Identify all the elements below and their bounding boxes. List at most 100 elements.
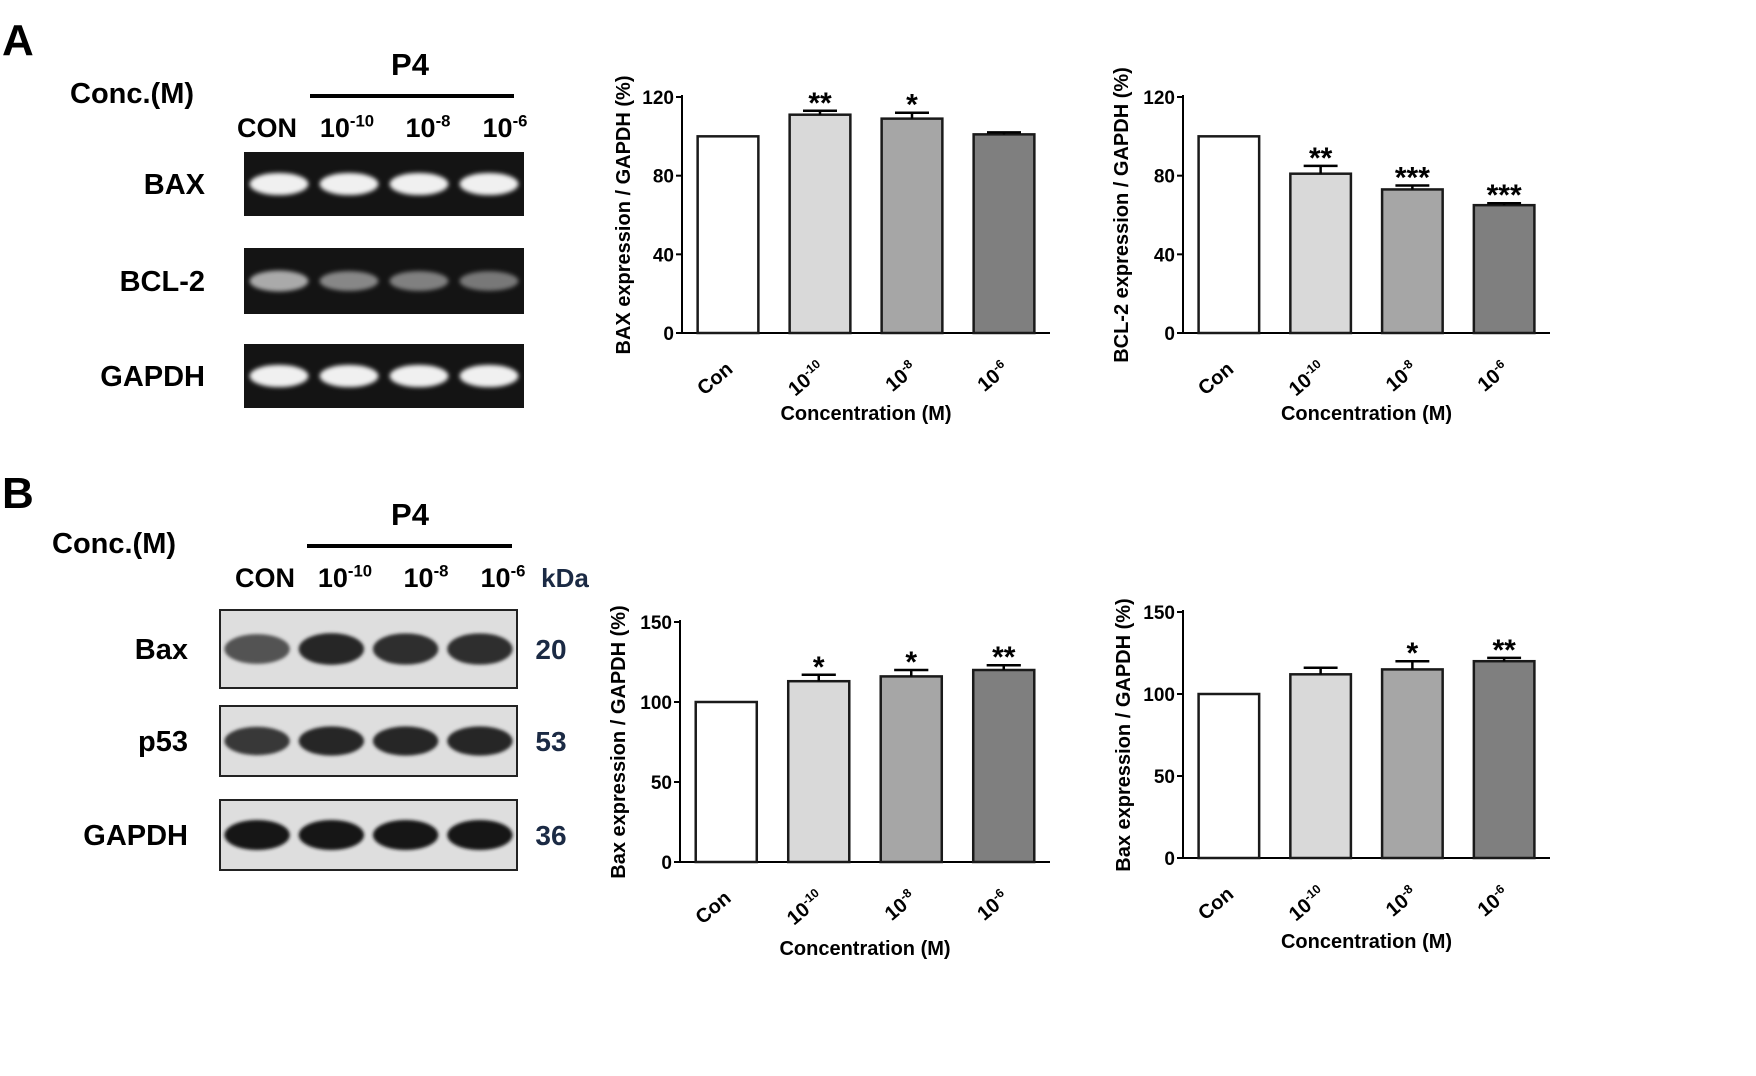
bar xyxy=(788,113,852,335)
significance-marker: *** xyxy=(1487,179,1522,212)
x-tick-label: 10-10 xyxy=(1284,882,1330,926)
y-tick-label: 0 xyxy=(663,324,674,345)
gel-band xyxy=(319,364,379,388)
x-tick-label: 10-8 xyxy=(880,886,921,926)
lane-label: 10-8 xyxy=(406,112,451,143)
gel-band xyxy=(459,271,519,291)
treatment-label: P4 xyxy=(391,497,430,532)
gel-band xyxy=(319,172,379,196)
x-tick-label-group: Con xyxy=(693,358,737,400)
blot-gapdh: GAPDH 36 xyxy=(83,799,567,871)
lane-label: 10-6 xyxy=(483,112,528,143)
bar xyxy=(786,679,851,864)
gel-band xyxy=(389,172,449,196)
x-axis-title: Concentration (M) xyxy=(779,938,950,960)
x-tick-label: 10-8 xyxy=(881,357,922,397)
y-tick-label: 100 xyxy=(1143,685,1175,706)
lane-label-base: 10 xyxy=(481,563,511,593)
blot-band xyxy=(224,726,290,756)
blot-band xyxy=(372,726,439,756)
panel-letter: A xyxy=(2,16,34,65)
gel-band xyxy=(249,364,309,388)
x-tick-label-group: 10-8 xyxy=(881,357,922,397)
blot-name: p53 xyxy=(138,726,188,758)
blot-gapdh: GAPDH xyxy=(100,344,524,408)
conc-label: Conc.(M) xyxy=(52,528,176,560)
blot-bcl-2: BCL-2 xyxy=(120,248,524,314)
lane-label-base: 10 xyxy=(406,113,436,143)
x-tick-label-group: Con xyxy=(1194,358,1238,400)
x-tick-label-group: 10-8 xyxy=(1382,882,1416,922)
lane-label-base: 10 xyxy=(318,563,348,593)
lane-label-base: 10 xyxy=(483,113,513,143)
lane-label: 10-8 xyxy=(404,562,449,593)
bar xyxy=(1289,172,1353,335)
lane-label: CON xyxy=(237,113,297,143)
gel-band xyxy=(389,271,449,291)
bar xyxy=(1197,135,1261,335)
lane-label: 10-6 xyxy=(481,562,526,593)
lane-label-base: CON xyxy=(237,113,297,143)
x-tick-label-group: 10-6 xyxy=(972,886,1013,926)
blot-bax: Bax 20 xyxy=(135,609,567,689)
lane-label-base: 10 xyxy=(320,113,350,143)
bar xyxy=(1380,668,1444,860)
blot-name: BCL-2 xyxy=(120,266,205,298)
y-tick-label: 150 xyxy=(640,613,672,634)
blot-band xyxy=(298,820,365,850)
x-tick-label: 10-6 xyxy=(1473,357,1514,397)
lane-label: CON xyxy=(235,563,295,593)
bar xyxy=(1380,188,1444,335)
bar xyxy=(694,700,759,864)
y-tick-label: 120 xyxy=(642,88,674,109)
significance-marker: ** xyxy=(808,87,832,120)
bar xyxy=(1289,673,1353,860)
x-tick-label-group: Con xyxy=(692,887,736,929)
significance-marker: * xyxy=(905,646,917,679)
blot-name: GAPDH xyxy=(83,820,188,852)
blot-band xyxy=(447,726,513,756)
bar-chart-3: 0 50 100 150 Con * 10-10 * 10-8 ** 10-6 Bax express… xyxy=(608,605,1050,960)
x-tick-label-group: 10-6 xyxy=(974,357,1008,397)
x-tick-label-group: 10-10 xyxy=(784,357,823,401)
gel-band xyxy=(319,271,379,291)
y-axis-title: Bax expression / GAPDH (%) xyxy=(1113,598,1135,871)
x-tick-label: Con xyxy=(1194,358,1238,400)
significance-marker: ** xyxy=(1309,142,1333,175)
bar xyxy=(1197,692,1261,860)
lane-label-exponent: -8 xyxy=(436,112,451,131)
blot-band xyxy=(447,633,513,665)
blot-p53: p53 53 xyxy=(138,705,567,777)
x-tick-label: Con xyxy=(1194,883,1238,925)
y-axis-title: BAX expression / GAPDH (%) xyxy=(613,76,635,355)
x-tick-label-group: 10-6 xyxy=(1473,357,1514,397)
x-tick-label-base: Con xyxy=(1194,883,1238,925)
bar xyxy=(1472,203,1536,335)
treatment-label: P4 xyxy=(391,47,430,82)
y-axis-title: BCL-2 expression / GAPDH (%) xyxy=(1111,67,1133,363)
x-tick-label-group: Con xyxy=(1194,883,1238,925)
kda-label: kDa xyxy=(541,563,589,593)
blot-band xyxy=(224,820,290,850)
x-tick-label-group: 10-10 xyxy=(783,886,822,930)
significance-marker: ** xyxy=(992,641,1016,674)
blot-band xyxy=(224,634,290,664)
blot-name: Bax xyxy=(135,634,188,666)
x-tick-label: 10-6 xyxy=(972,886,1013,926)
significance-marker: * xyxy=(813,651,825,684)
bar xyxy=(879,675,944,864)
x-tick-label: 10-10 xyxy=(1284,357,1330,401)
y-tick-label: 150 xyxy=(1143,603,1175,624)
lane-label-exponent: -8 xyxy=(434,562,449,581)
x-axis-title: Concentration (M) xyxy=(780,403,951,425)
blot-bax: BAX xyxy=(144,152,524,216)
y-tick-label: 80 xyxy=(653,167,674,188)
lane-label-exponent: -6 xyxy=(513,112,528,131)
y-axis-title: Bax expression / GAPDH (%) xyxy=(608,605,630,878)
y-tick-label: 80 xyxy=(1154,167,1175,188)
bar xyxy=(971,668,1036,864)
gel-band xyxy=(459,172,519,196)
y-tick-label: 40 xyxy=(1154,245,1175,266)
